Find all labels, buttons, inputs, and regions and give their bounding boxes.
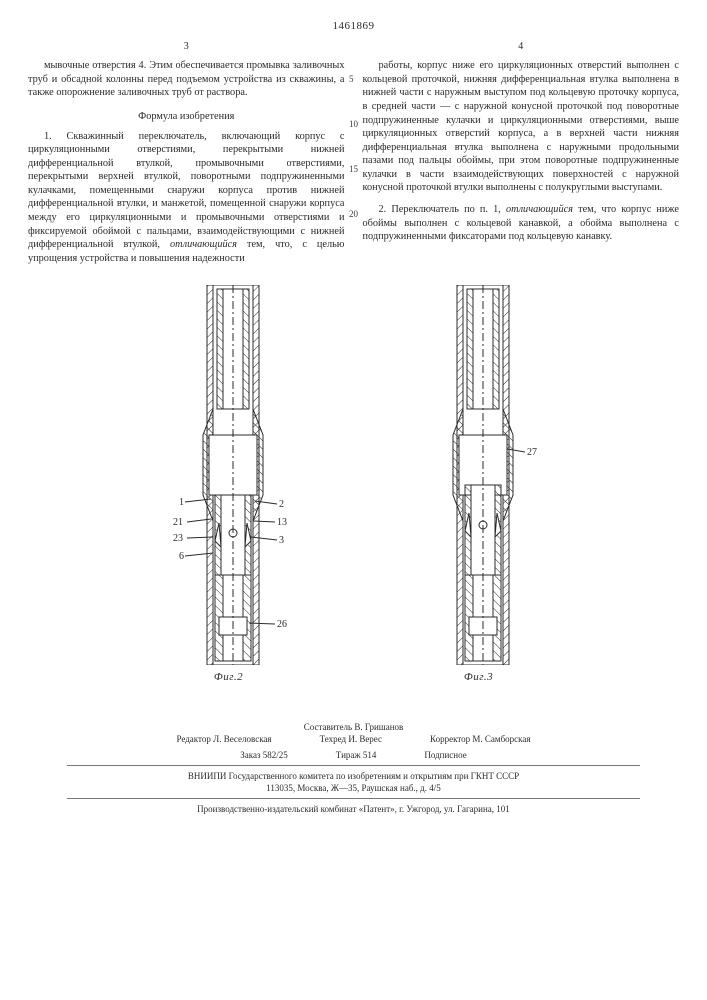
claim-distinguishing-word: отличающийся <box>170 239 237 250</box>
footer-rule <box>67 765 640 766</box>
compiler-line: Составитель В. Гришанов <box>28 721 679 733</box>
order-number: Заказ 582/25 <box>240 749 288 761</box>
column-number-right: 4 <box>363 40 680 53</box>
callout-27: 27 <box>527 447 537 458</box>
print-run: Тираж 514 <box>336 749 377 761</box>
figures-row: 1 21 23 6 2 13 3 26 <box>28 285 679 683</box>
figure-3-drawing: 27 <box>399 285 559 665</box>
subscription: Подписное <box>424 749 466 761</box>
callout-23: 23 <box>173 533 183 544</box>
gutter-line-number: 10 <box>349 119 358 131</box>
gutter-line-number: 5 <box>349 74 358 86</box>
left-column: 3 мывочные отверстия 4. Этим обеспечивае… <box>28 40 345 269</box>
patent-number: 1461869 <box>28 20 679 32</box>
callout-21: 21 <box>173 517 183 528</box>
claim-text: 1. Скважинный переключатель, включающий … <box>28 131 345 251</box>
figure-2-drawing: 1 21 23 6 2 13 3 26 <box>149 285 309 665</box>
callout-3: 3 <box>279 535 284 546</box>
techred: Техред И. Верес <box>320 733 382 745</box>
org-address: 113035, Москва, Ж—35, Раушская наб., д. … <box>28 782 679 794</box>
figure-3-caption: Фиг.3 <box>464 671 493 683</box>
printer-line: Производственно-издательский комбинат «П… <box>28 803 679 815</box>
column-number-left: 3 <box>28 40 345 53</box>
claim-text: 2. Переключатель по п. 1, <box>379 204 506 215</box>
right-column: 4 работы, корпус ниже его циркуляционных… <box>363 40 680 269</box>
description-paragraph: мывочные отверстия 4. Этим обеспечиваетс… <box>28 59 345 100</box>
callout-13: 13 <box>277 517 287 528</box>
gutter-line-number: 20 <box>349 209 358 221</box>
claim-1: 1. Скважинный переключатель, включающий … <box>28 130 345 266</box>
claims-title: Формула изобретения <box>28 110 345 124</box>
text-columns: 5 10 15 20 3 мывочные отверстия 4. Этим … <box>28 40 679 269</box>
editor: Редактор Л. Веселовская <box>176 733 271 745</box>
claim-distinguishing-word: отличающийся <box>506 204 573 215</box>
figure-2: 1 21 23 6 2 13 3 26 <box>149 285 309 683</box>
claim-2: 2. Переключатель по п. 1, отличающийся т… <box>363 203 680 244</box>
org-line: ВНИИПИ Государственного комитета по изоб… <box>28 770 679 782</box>
callout-2: 2 <box>279 499 284 510</box>
patent-page: 1461869 5 10 15 20 3 мывочные отверстия … <box>0 0 707 1000</box>
gutter-line-numbers: 5 10 15 20 <box>349 40 358 221</box>
figure-3: 27 Фиг.3 <box>399 285 559 683</box>
corrector: Корректор М. Самборская <box>430 733 531 745</box>
claim-1-continued: работы, корпус ниже его циркуляционных о… <box>363 59 680 195</box>
callout-1: 1 <box>179 497 184 508</box>
footer-rule <box>67 798 640 799</box>
gutter-line-number: 15 <box>349 164 358 176</box>
editorial-row: Редактор Л. Веселовская Техред И. Верес … <box>28 733 679 745</box>
print-info-row: Заказ 582/25 Тираж 514 Подписное <box>28 749 679 761</box>
callout-6: 6 <box>179 551 184 562</box>
colophon: Составитель В. Гришанов Редактор Л. Весе… <box>28 721 679 815</box>
callout-26: 26 <box>277 619 287 630</box>
figure-2-caption: Фиг.2 <box>214 671 243 683</box>
